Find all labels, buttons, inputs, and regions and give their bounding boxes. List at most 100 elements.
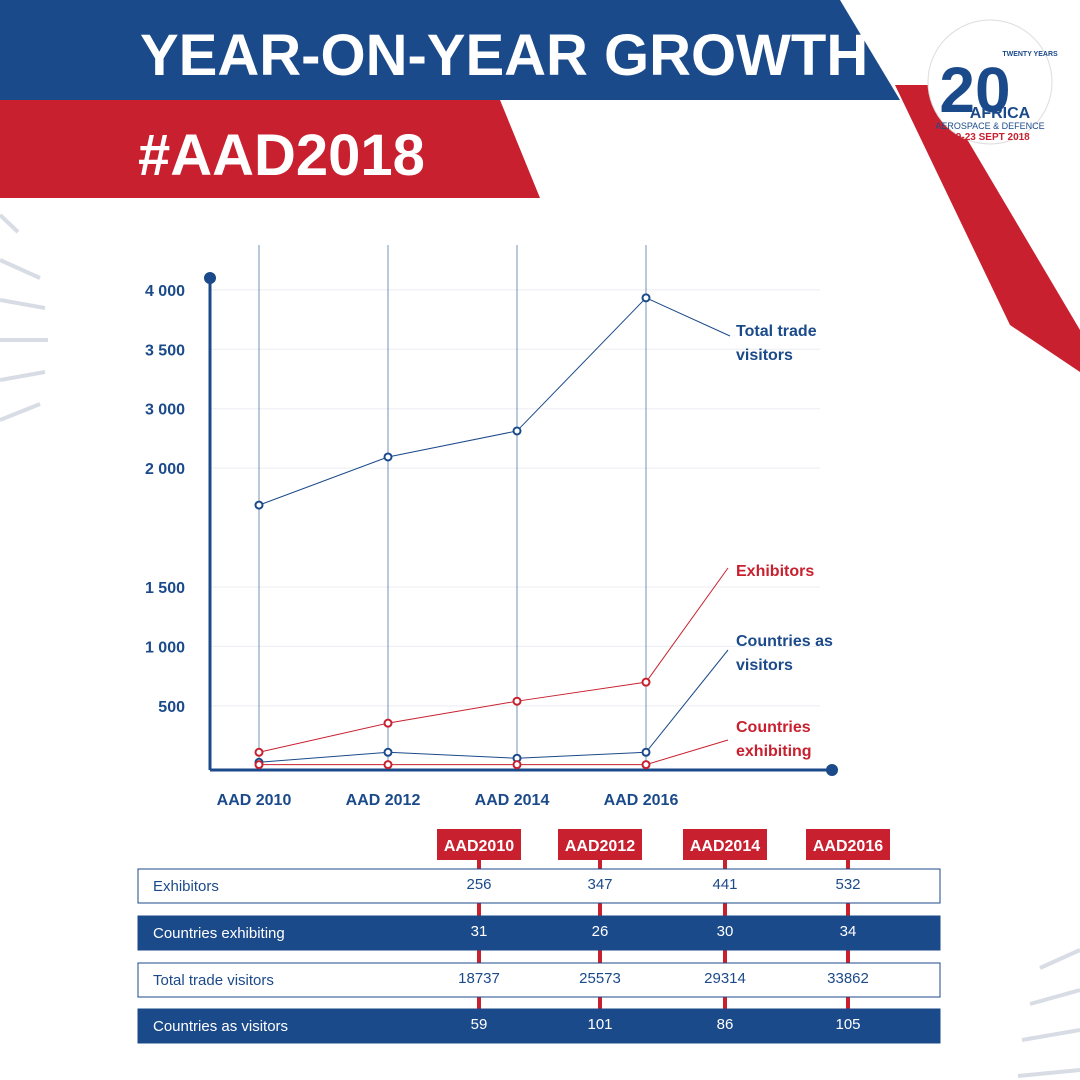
cell: 26 [592,923,609,940]
decor [0,213,1080,1078]
point [254,747,264,757]
connector-gap [846,967,850,993]
point [641,760,651,770]
cell: 347 [587,876,612,893]
cell: 34 [840,923,857,940]
connector-gap [598,873,602,899]
column-header-box [683,829,767,860]
cell: 532 [835,876,860,893]
connector-gap [477,967,481,993]
table-row [137,962,941,998]
axis-end [826,764,838,776]
table-row [137,915,941,951]
cell: 18737 [458,970,500,987]
cell: 59 [471,1016,488,1033]
row-label: Exhibitors [153,878,219,895]
cell: 25573 [579,970,621,987]
point [383,718,393,728]
logo-number: 20 [939,54,1010,126]
y-tick-label: 4 000 [145,283,185,300]
series-line [258,681,647,753]
point [512,696,522,706]
point [383,747,393,757]
point [641,293,651,303]
cell: 105 [835,1016,860,1033]
connector-gap [477,920,481,946]
row-label: Total trade visitors [153,972,274,989]
series-line [258,751,647,763]
x-tick-label: AAD 2010 [217,792,292,809]
connector-gap [477,1013,481,1039]
hashtag-banner [0,100,540,198]
y-tick-label: 3 500 [145,342,185,359]
y-tick-label: 3 000 [145,402,185,419]
connector-gap [846,873,850,899]
logo-circle [927,19,1053,145]
row-label: Countries as visitors [153,1018,288,1035]
axis-end [204,272,216,284]
title: YEAR-ON-YEAR GROWTH [140,23,868,88]
column-header: AAD2014 [690,838,760,855]
connector-gap [598,920,602,946]
logo-name: AFRICA [970,105,1031,122]
series-label: Total trade visitors [736,323,817,364]
logo-tagline: TWENTY YEARS [1002,51,1058,58]
series-label: Countries as visitors [736,633,833,674]
column-header-box [806,829,890,860]
x-tick-label: AAD 2014 [475,792,550,809]
x-tick-label: AAD 2016 [604,792,679,809]
point [383,452,393,462]
series-label: Countries exhibiting [736,719,812,760]
cell: 86 [717,1016,734,1033]
point [512,760,522,770]
column-header: AAD2012 [565,838,635,855]
cell: 441 [712,876,737,893]
red-stripe [895,85,1080,372]
leader-line [645,739,729,766]
y-tick-label: 1 500 [145,580,185,597]
connector-gap [723,920,727,946]
point [641,747,651,757]
leader-line [645,297,731,337]
y-tick-label: 2 000 [145,461,185,478]
x-tick-label: AAD 2012 [346,792,421,809]
connector-gap [846,920,850,946]
column-header-box [558,829,642,860]
connector-gap [723,873,727,899]
connector-gap [723,1013,727,1039]
table-row [137,1008,941,1044]
logo-subtitle: AEROSPACE & DEFENCE [935,121,1044,131]
y-tick-label: 500 [158,699,185,716]
point [254,760,264,770]
logo-dates: 19-23 SEPT 2018 [950,132,1030,143]
column-header: AAD2010 [444,838,514,855]
series-label: Exhibitors [736,563,815,580]
y-tick-label: 1 000 [145,639,185,656]
cell: 29314 [704,970,746,987]
cell: 31 [471,923,488,940]
row-label: Countries exhibiting [153,925,285,942]
connector-gap [846,1013,850,1039]
column-header: AAD2016 [813,838,883,855]
connector-gap [598,967,602,993]
column-header-box [437,829,521,860]
connector-gap [723,967,727,993]
point [641,677,651,687]
cell: 33862 [827,970,869,987]
cell: 256 [466,876,491,893]
series-line [258,297,647,506]
leader-line [645,567,729,683]
connector-gap [477,873,481,899]
title-banner [0,0,900,100]
point [383,760,393,770]
connector-gap [598,1013,602,1039]
point [254,500,264,510]
table-row [137,868,941,904]
cell: 30 [717,923,734,940]
hashtag: #AAD2018 [138,123,425,188]
leader-line [645,649,729,753]
point [512,426,522,436]
cell: 101 [587,1016,612,1033]
